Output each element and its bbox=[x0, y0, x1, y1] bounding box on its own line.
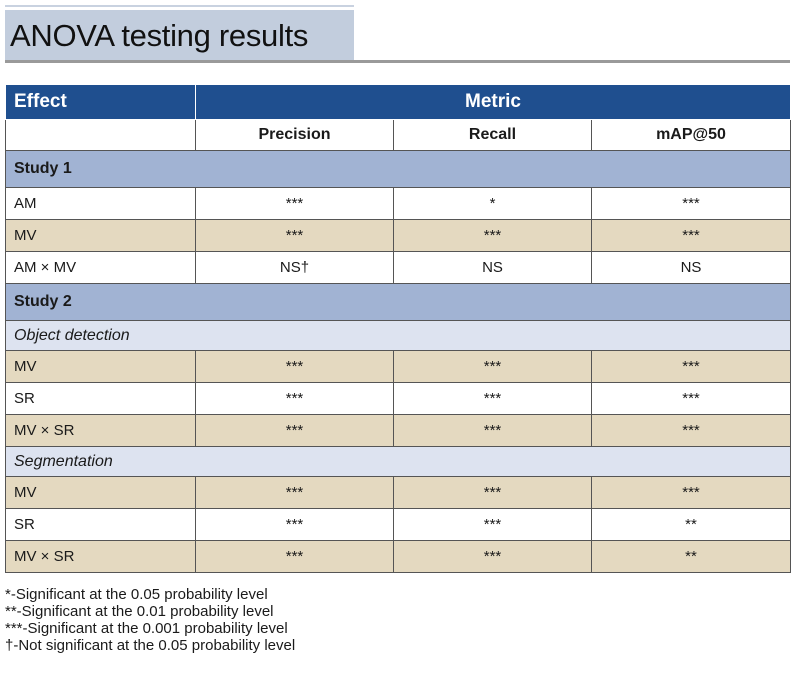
column-header-map50: mAP@50 bbox=[590, 119, 792, 151]
table-row: MV *** *** *** bbox=[5, 350, 792, 383]
effect-cell: SR bbox=[5, 382, 196, 415]
footnote: †-Not significant at the 0.05 probabilit… bbox=[5, 637, 296, 654]
effect-cell: MV bbox=[5, 476, 196, 509]
map50-cell: NS bbox=[590, 251, 792, 284]
section-label: Segmentation bbox=[4, 446, 792, 477]
recall-cell: *** bbox=[393, 540, 592, 573]
precision-cell: *** bbox=[195, 476, 394, 509]
footnote: *-Significant at the 0.05 probability le… bbox=[5, 586, 268, 603]
table-row: MV × SR *** *** *** bbox=[5, 414, 792, 447]
table-row: MV × SR *** *** ** bbox=[5, 540, 792, 573]
map50-cell: *** bbox=[590, 350, 792, 383]
effect-cell: AM × MV bbox=[5, 251, 196, 284]
page-title: ANOVA testing results bbox=[5, 10, 354, 61]
study-label: Study 2 bbox=[4, 283, 792, 321]
recall-cell: *** bbox=[393, 219, 592, 252]
effect-cell: MV × SR bbox=[5, 414, 196, 447]
title-top-line bbox=[5, 5, 354, 7]
effect-cell: MV × SR bbox=[5, 540, 196, 573]
footnote: ***-Significant at the 0.001 probability… bbox=[5, 620, 288, 637]
precision-cell: *** bbox=[195, 414, 394, 447]
table-row: AM × MV NS† NS NS bbox=[5, 251, 792, 284]
header-effect: Effect bbox=[5, 84, 196, 120]
precision-cell: *** bbox=[195, 382, 394, 415]
footnote: **-Significant at the 0.01 probability l… bbox=[5, 603, 274, 620]
anova-table: Effect Metric Precision Recall mAP@50 St… bbox=[4, 84, 792, 573]
metric-subheader-row: Precision Recall mAP@50 bbox=[5, 119, 792, 151]
section-row: Object detection bbox=[4, 320, 792, 351]
precision-cell: *** bbox=[195, 219, 394, 252]
map50-cell: ** bbox=[590, 540, 792, 573]
column-header-recall: Recall bbox=[393, 119, 592, 151]
effect-cell: AM bbox=[5, 187, 196, 220]
precision-cell: NS† bbox=[195, 251, 394, 284]
table-row: SR *** *** ** bbox=[5, 508, 792, 541]
column-header-precision: Precision bbox=[195, 119, 394, 151]
table-row: MV *** *** *** bbox=[5, 476, 792, 509]
recall-cell: NS bbox=[393, 251, 592, 284]
footnotes: *-Significant at the 0.05 probability le… bbox=[5, 586, 295, 654]
map50-cell: ** bbox=[590, 508, 792, 541]
table-row: MV *** *** *** bbox=[5, 219, 792, 252]
table-body: Precision Recall mAP@50 Study 1 AM *** * ***… bbox=[4, 119, 792, 573]
table-row: AM *** * *** bbox=[5, 187, 792, 220]
precision-cell: *** bbox=[195, 187, 394, 220]
map50-cell: *** bbox=[590, 219, 792, 252]
precision-cell: *** bbox=[195, 540, 394, 573]
map50-cell: *** bbox=[590, 187, 792, 220]
precision-cell: *** bbox=[195, 508, 394, 541]
section-label: Object detection bbox=[4, 320, 792, 351]
study-label: Study 1 bbox=[4, 150, 792, 188]
effect-cell: SR bbox=[5, 508, 196, 541]
effect-cell: MV bbox=[5, 219, 196, 252]
recall-cell: *** bbox=[393, 382, 592, 415]
section-row: Segmentation bbox=[4, 446, 792, 477]
title-block: ANOVA testing results bbox=[5, 5, 354, 61]
title-rule bbox=[5, 60, 790, 63]
subheader-blank bbox=[5, 119, 196, 151]
map50-cell: *** bbox=[590, 382, 792, 415]
recall-cell: *** bbox=[393, 476, 592, 509]
study-row: Study 2 bbox=[4, 283, 792, 321]
precision-cell: *** bbox=[195, 350, 394, 383]
effect-cell: MV bbox=[5, 350, 196, 383]
map50-cell: *** bbox=[590, 414, 792, 447]
map50-cell: *** bbox=[590, 476, 792, 509]
recall-cell: *** bbox=[393, 508, 592, 541]
header-metric: Metric bbox=[194, 84, 792, 120]
recall-cell: * bbox=[393, 187, 592, 220]
study-row: Study 1 bbox=[4, 150, 792, 188]
table-header-row: Effect Metric bbox=[5, 84, 792, 120]
table-row: SR *** *** *** bbox=[5, 382, 792, 415]
recall-cell: *** bbox=[393, 414, 592, 447]
recall-cell: *** bbox=[393, 350, 592, 383]
